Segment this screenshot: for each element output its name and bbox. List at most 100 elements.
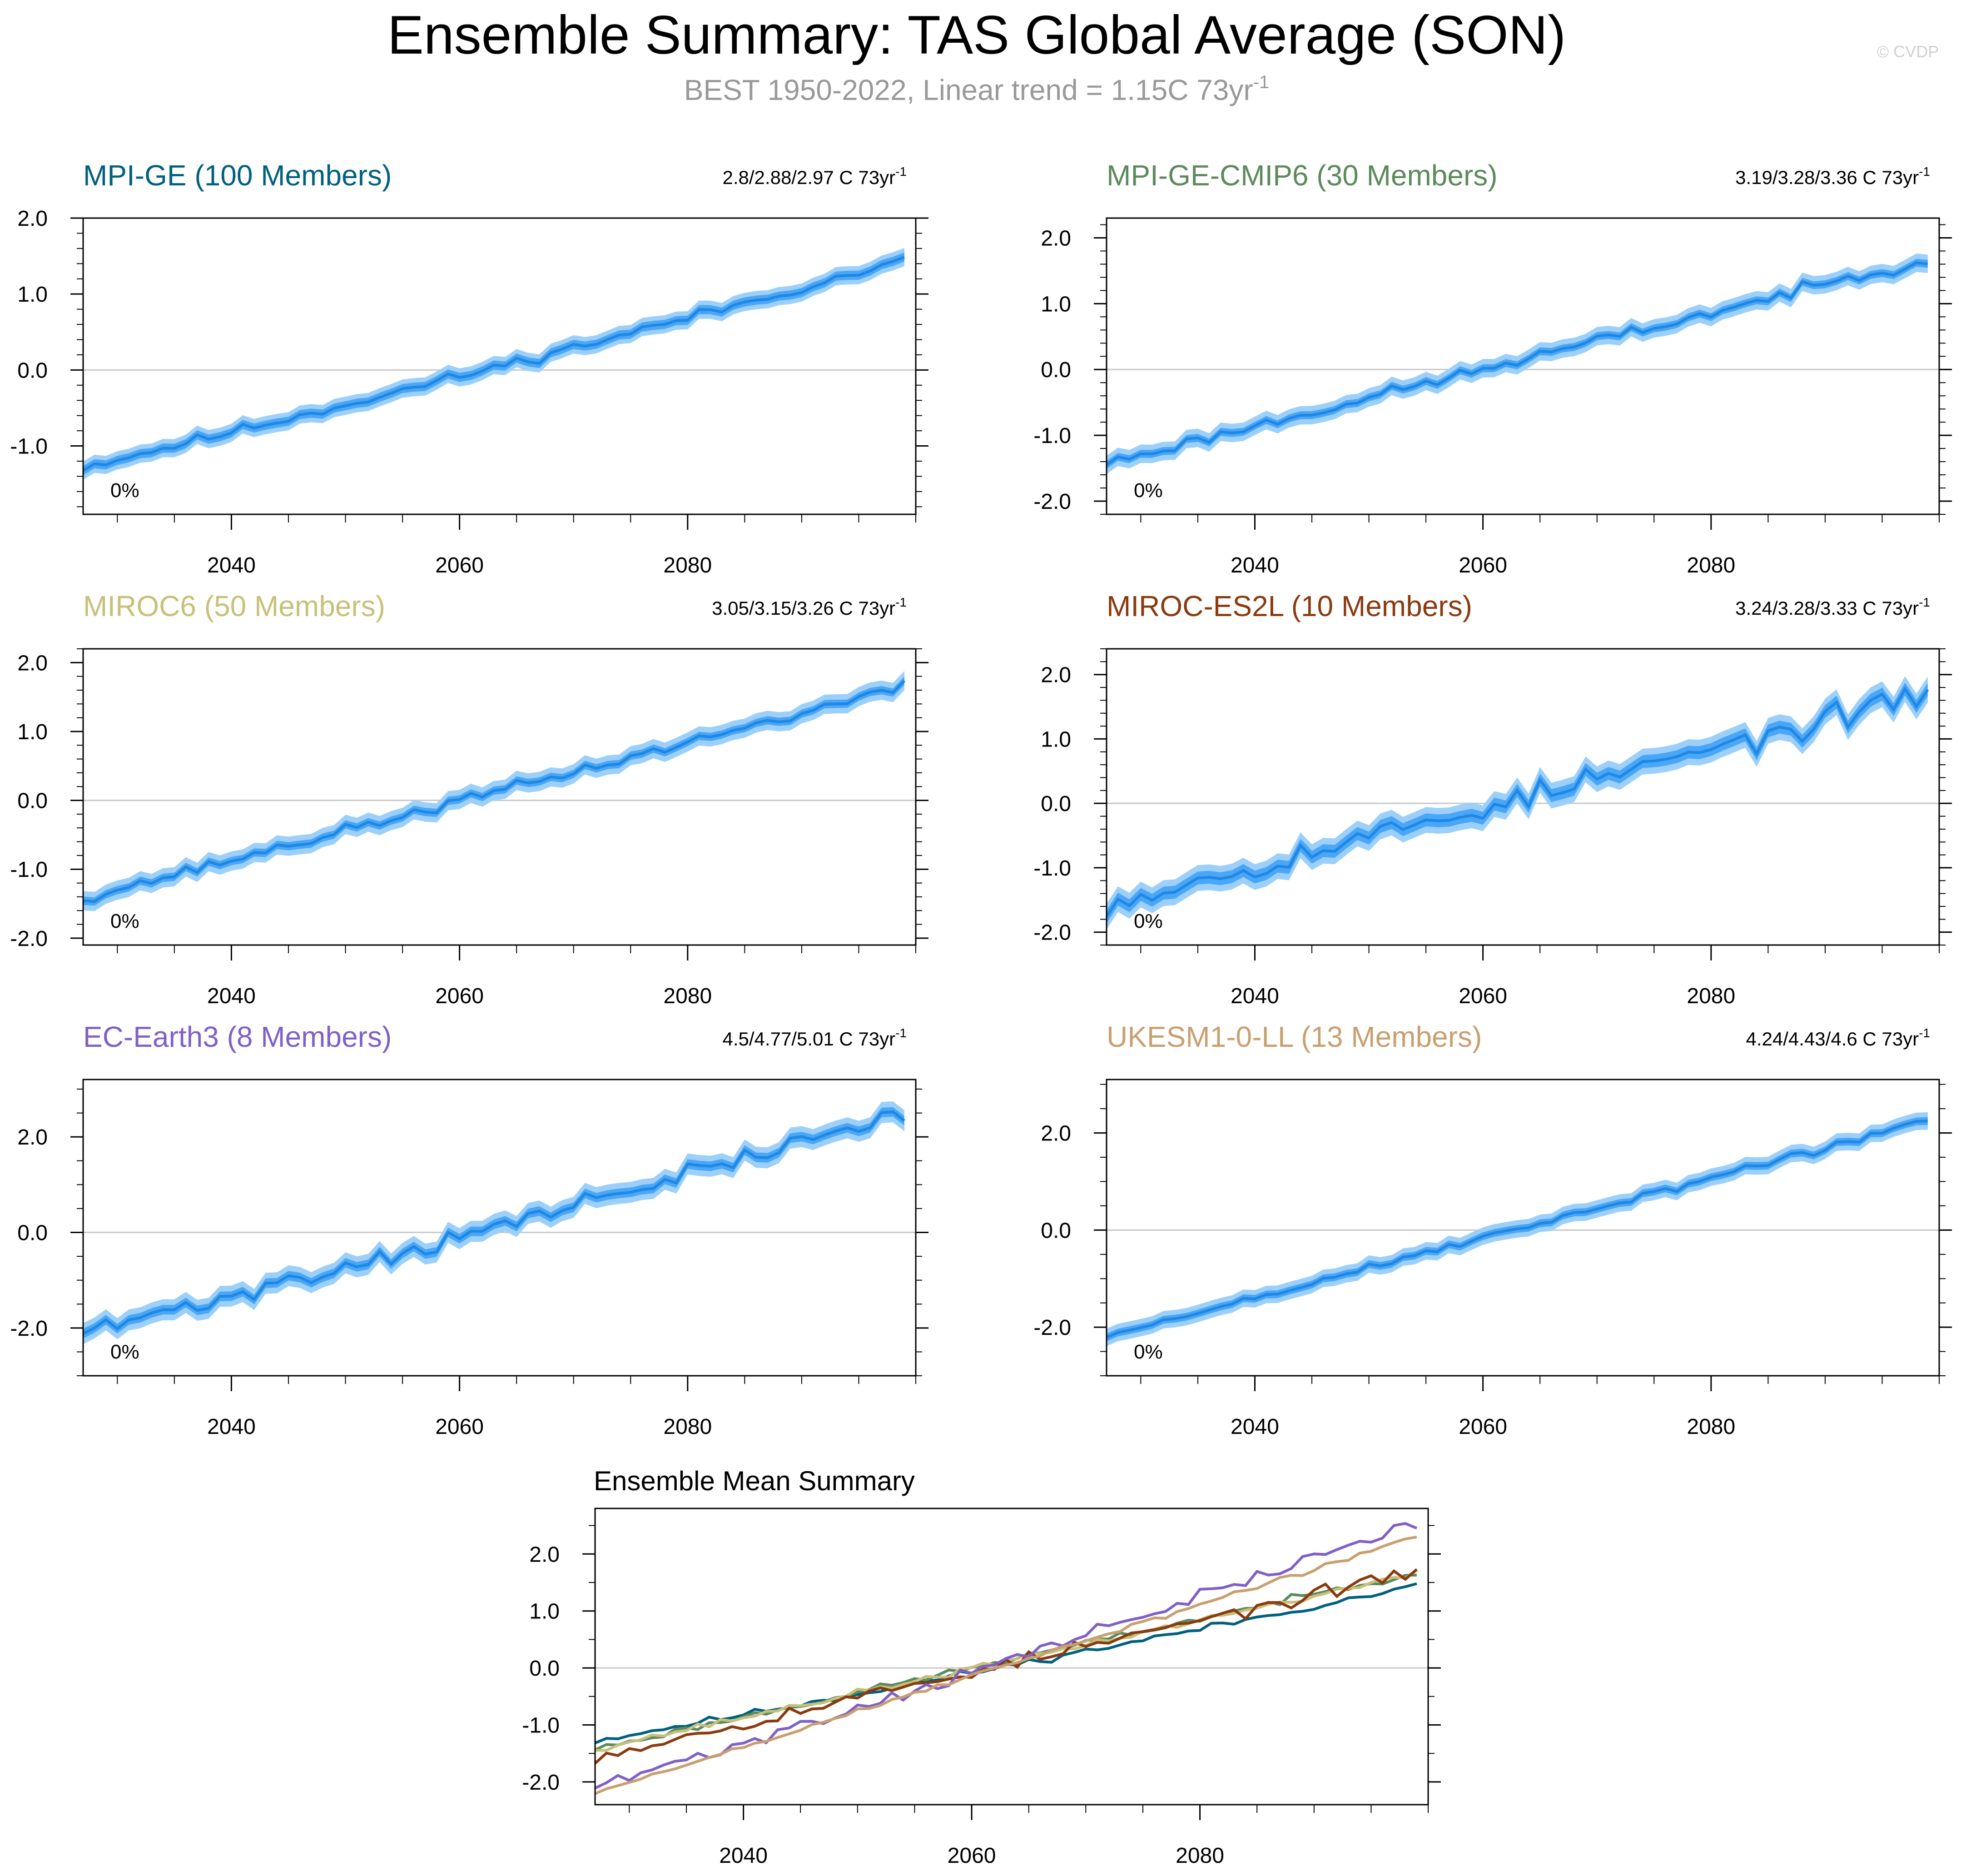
y-tick-label: -2.0 <box>1033 921 1071 945</box>
y-tick-label: 2.0 <box>1041 226 1071 250</box>
y-tick-label: 2.0 <box>17 1125 48 1149</box>
panel-title: MPI-GE-CMIP6 (30 Members) <box>1107 159 1498 192</box>
panel-title: MPI-GE (100 Members) <box>83 159 392 192</box>
y-tick-label: -2.0 <box>10 1317 48 1341</box>
y-tick-label: 0.0 <box>17 358 48 383</box>
y-tick-label: 2.0 <box>1041 663 1071 687</box>
percent-label: 0% <box>1134 910 1163 932</box>
panel-title: EC-Earth3 (8 Members) <box>83 1020 392 1053</box>
trend-label-text: 4.5/4.77/5.01 C 73yr <box>723 1028 896 1050</box>
plot-frame <box>82 217 917 515</box>
chart-panel: -1.0 0.0 1.0 2.0 2040 2060 2080 MPI-GE (100 Mem… <box>10 159 928 577</box>
trend-label-sup: -1 <box>895 595 907 609</box>
y-tick-label: 2.0 <box>17 651 48 675</box>
trend-label-sup: -1 <box>1919 595 1930 609</box>
x-tick-label: 2040 <box>1231 553 1279 577</box>
x-tick-label: 2060 <box>1459 984 1507 1008</box>
x-tick-label: 2040 <box>719 1844 768 1868</box>
panel-title: MIROC-ES2L (10 Members) <box>1107 590 1472 622</box>
plot-frame <box>594 1508 1429 1806</box>
trend-label-text: 3.24/3.28/3.33 C 73yr <box>1735 597 1919 619</box>
y-tick-label: 0.0 <box>17 789 48 813</box>
panel-title: Ensemble Mean Summary <box>594 1466 915 1496</box>
plot-frame <box>1106 648 1940 946</box>
trend-label: 3.05/3.15/3.26 C 73yr-1 <box>712 595 907 619</box>
x-tick-label: 2040 <box>207 1415 256 1439</box>
y-tick-label: -2.0 <box>1033 490 1071 514</box>
percent-label: 0% <box>110 1341 139 1363</box>
ensemble-mean-line <box>82 256 905 472</box>
ensemble-mean-line <box>83 680 906 903</box>
ensemble-mean-line <box>1105 686 1929 918</box>
panel-title: UKESM1-0-LL (13 Members) <box>1107 1020 1482 1053</box>
series-line-ec-earth3 <box>594 1522 1418 1790</box>
trend-label-sup: -1 <box>895 1026 907 1040</box>
series-line-ukesm1-0-ll <box>594 1536 1417 1795</box>
x-tick-label: 2080 <box>1687 1415 1735 1439</box>
ensemble-mean-line <box>82 1110 905 1335</box>
y-tick-label: -1.0 <box>1033 424 1071 448</box>
trend-label: 2.8/2.88/2.97 C 73yr-1 <box>723 164 907 188</box>
chart-panel: -2.0 -1.0 0.0 1.0 2.0 2040 2060 2080 MIROC6 (50 … <box>10 590 928 1008</box>
trend-label: 4.5/4.77/5.01 C 73yr-1 <box>723 1026 907 1050</box>
x-tick-label: 2060 <box>1459 553 1507 577</box>
trend-label-text: 3.19/3.28/3.36 C 73yr <box>1735 167 1919 188</box>
y-tick-label: -1.0 <box>1033 856 1071 881</box>
x-tick-label: 2060 <box>948 1844 996 1868</box>
x-tick-label: 2040 <box>1231 984 1279 1008</box>
y-tick-label: 1.0 <box>17 720 48 744</box>
y-tick-label: -1.0 <box>10 435 48 459</box>
ensemble-mean-line <box>1106 1120 1928 1339</box>
figure-subtitle: BEST 1950-2022, Linear trend = 1.15C 73y… <box>684 72 1270 106</box>
trend-label: 4.24/4.43/4.6 C 73yr-1 <box>1746 1026 1931 1050</box>
chart-panel: -2.0 -1.0 0.0 1.0 2.0 2040 2060 2080 MIROC-ES2L … <box>1033 590 1952 1008</box>
y-tick-label: 0.0 <box>17 1221 48 1245</box>
spread-band-inner <box>1107 682 1928 923</box>
y-tick-label: -2.0 <box>522 1771 560 1795</box>
panels: -1.0 0.0 1.0 2.0 2040 2060 2080 MPI-GE (100 Mem… <box>10 159 1952 1868</box>
plot-frame <box>1106 217 1940 515</box>
y-tick-label: 0.0 <box>1041 792 1071 816</box>
figure-title: Ensemble Summary: TAS Global Average (SO… <box>387 5 1566 65</box>
trend-label-text: 4.24/4.43/4.6 C 73yr <box>1746 1028 1919 1050</box>
plot-frame <box>82 648 917 946</box>
y-tick-label: 0.0 <box>529 1657 560 1681</box>
y-tick-label: 0.0 <box>1041 1219 1071 1243</box>
y-tick-label: 2.0 <box>529 1543 560 1567</box>
x-tick-label: 2060 <box>435 553 484 577</box>
plot-frame <box>1106 1079 1940 1377</box>
y-tick-label: 0.0 <box>1041 358 1071 382</box>
panel-title: MIROC6 (50 Members) <box>83 590 385 622</box>
x-tick-label: 2040 <box>207 984 256 1008</box>
y-tick-label: 1.0 <box>1041 727 1071 751</box>
trend-label-sup: -1 <box>1919 164 1930 179</box>
plot-frame <box>82 1079 917 1377</box>
x-tick-label: 2080 <box>663 984 712 1008</box>
trend-label-sup: -1 <box>895 164 907 179</box>
figure-subtitle-sup: -1 <box>1253 72 1270 92</box>
y-tick-label: 2.0 <box>1041 1122 1071 1146</box>
trend-label-sup: -1 <box>1919 1026 1930 1040</box>
percent-label: 0% <box>110 910 139 932</box>
x-tick-label: 2080 <box>1687 553 1735 577</box>
trend-label: 3.24/3.28/3.33 C 73yr-1 <box>1735 595 1930 619</box>
y-tick-label: -1.0 <box>522 1713 560 1737</box>
x-tick-label: 2080 <box>1687 984 1735 1008</box>
x-tick-label: 2060 <box>435 984 484 1008</box>
chart-panel: -2.0 0.0 2.0 2040 2060 2080 EC-Earth3 (8 Membe… <box>10 1020 928 1439</box>
y-tick-label: -2.0 <box>10 927 48 951</box>
x-tick-label: 2060 <box>1459 1415 1507 1439</box>
trend-label: 3.19/3.28/3.36 C 73yr-1 <box>1735 164 1930 188</box>
chart-panel: -2.0 -1.0 0.0 1.0 2.0 2040 2060 2080 MPI-GE-CMIP… <box>1033 159 1952 577</box>
trend-label-text: 3.05/3.15/3.26 C 73yr <box>712 597 895 619</box>
y-tick-label: 2.0 <box>17 207 48 231</box>
x-tick-label: 2080 <box>663 553 712 577</box>
trend-label-text: 2.8/2.88/2.97 C 73yr <box>723 167 896 188</box>
y-tick-label: -2.0 <box>1033 1316 1071 1340</box>
y-tick-label: 1.0 <box>529 1600 560 1624</box>
percent-label: 0% <box>1134 479 1163 502</box>
cvdp-credit: © CVDP <box>1877 42 1939 61</box>
x-tick-label: 2040 <box>1231 1415 1279 1439</box>
